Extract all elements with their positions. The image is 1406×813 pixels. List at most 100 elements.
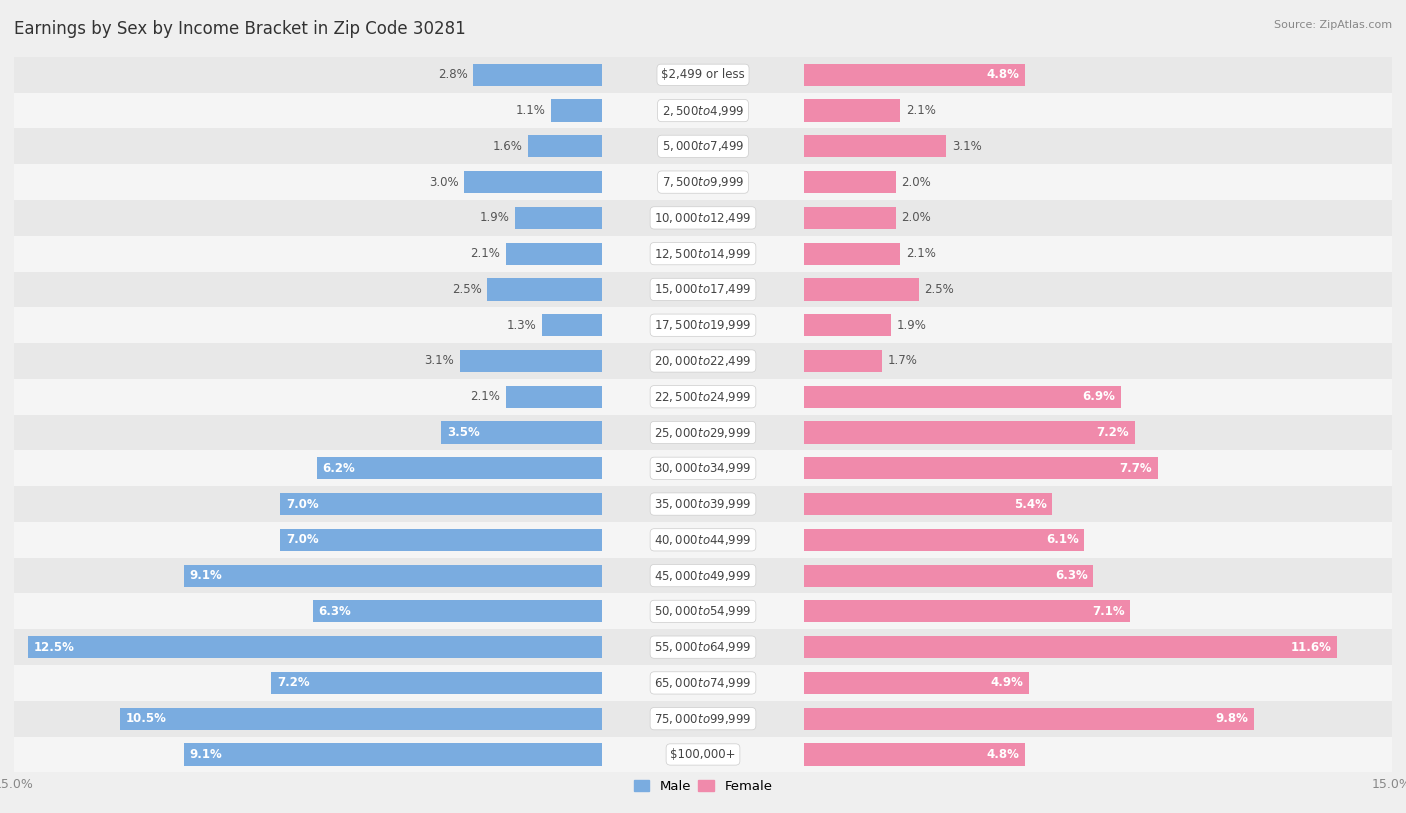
- Bar: [464, 171, 602, 193]
- Text: 4.9%: 4.9%: [991, 676, 1024, 689]
- Bar: [804, 242, 900, 265]
- Bar: [14, 164, 1392, 200]
- Text: 3.1%: 3.1%: [425, 354, 454, 367]
- Bar: [14, 665, 1392, 701]
- Text: $65,000 to $74,999: $65,000 to $74,999: [654, 676, 752, 690]
- Bar: [14, 379, 1392, 415]
- Bar: [14, 737, 1392, 772]
- Text: Earnings by Sex by Income Bracket in Zip Code 30281: Earnings by Sex by Income Bracket in Zip…: [14, 20, 465, 38]
- Text: 2.1%: 2.1%: [470, 247, 501, 260]
- Text: $30,000 to $34,999: $30,000 to $34,999: [654, 461, 752, 476]
- Bar: [804, 63, 1025, 86]
- Text: 6.9%: 6.9%: [1083, 390, 1115, 403]
- Bar: [804, 672, 1029, 694]
- Bar: [804, 528, 1084, 551]
- Text: 4.8%: 4.8%: [986, 68, 1019, 81]
- Bar: [804, 385, 1121, 408]
- Text: 2.1%: 2.1%: [470, 390, 501, 403]
- Bar: [474, 63, 602, 86]
- Bar: [14, 629, 1392, 665]
- Bar: [506, 242, 602, 265]
- Bar: [14, 307, 1392, 343]
- Bar: [804, 707, 1254, 730]
- Bar: [804, 207, 896, 229]
- Text: $17,500 to $19,999: $17,500 to $19,999: [654, 318, 752, 333]
- Text: 1.1%: 1.1%: [516, 104, 546, 117]
- Text: 7.1%: 7.1%: [1092, 605, 1125, 618]
- Text: 7.0%: 7.0%: [285, 533, 319, 546]
- Bar: [804, 99, 900, 122]
- Bar: [14, 93, 1392, 128]
- Bar: [14, 236, 1392, 272]
- Text: $50,000 to $54,999: $50,000 to $54,999: [654, 604, 752, 619]
- Bar: [271, 672, 602, 694]
- Bar: [804, 350, 882, 372]
- Bar: [506, 385, 602, 408]
- Text: $10,000 to $12,499: $10,000 to $12,499: [654, 211, 752, 225]
- Text: $12,500 to $14,999: $12,500 to $14,999: [654, 246, 752, 261]
- Text: $35,000 to $39,999: $35,000 to $39,999: [654, 497, 752, 511]
- Bar: [14, 57, 1392, 93]
- Text: 1.9%: 1.9%: [897, 319, 927, 332]
- Text: 9.1%: 9.1%: [190, 569, 222, 582]
- Text: $15,000 to $17,499: $15,000 to $17,499: [654, 282, 752, 297]
- Bar: [14, 522, 1392, 558]
- Text: $55,000 to $64,999: $55,000 to $64,999: [654, 640, 752, 654]
- Text: $100,000+: $100,000+: [671, 748, 735, 761]
- Text: 7.2%: 7.2%: [1097, 426, 1129, 439]
- Bar: [804, 135, 946, 158]
- Bar: [804, 421, 1135, 444]
- Text: 6.3%: 6.3%: [318, 605, 352, 618]
- Text: 7.2%: 7.2%: [277, 676, 309, 689]
- Text: 3.5%: 3.5%: [447, 426, 479, 439]
- Text: 6.1%: 6.1%: [1046, 533, 1078, 546]
- Bar: [120, 707, 602, 730]
- Bar: [312, 600, 602, 623]
- Text: 7.0%: 7.0%: [285, 498, 319, 511]
- Text: 3.1%: 3.1%: [952, 140, 981, 153]
- Bar: [551, 99, 602, 122]
- Text: $5,000 to $7,499: $5,000 to $7,499: [662, 139, 744, 154]
- Text: 2.1%: 2.1%: [905, 104, 936, 117]
- Bar: [804, 171, 896, 193]
- Text: 9.8%: 9.8%: [1216, 712, 1249, 725]
- Text: 2.0%: 2.0%: [901, 176, 931, 189]
- Bar: [804, 600, 1130, 623]
- Text: $7,500 to $9,999: $7,500 to $9,999: [662, 175, 744, 189]
- Bar: [14, 486, 1392, 522]
- Bar: [804, 564, 1094, 587]
- Bar: [318, 457, 602, 480]
- Bar: [14, 343, 1392, 379]
- Bar: [529, 135, 602, 158]
- Text: 12.5%: 12.5%: [34, 641, 75, 654]
- Bar: [543, 314, 602, 337]
- Text: 5.4%: 5.4%: [1014, 498, 1046, 511]
- Bar: [280, 528, 602, 551]
- Text: $75,000 to $99,999: $75,000 to $99,999: [654, 711, 752, 726]
- Text: 1.6%: 1.6%: [494, 140, 523, 153]
- Bar: [14, 450, 1392, 486]
- Bar: [28, 636, 602, 659]
- Text: $2,500 to $4,999: $2,500 to $4,999: [662, 103, 744, 118]
- Bar: [804, 493, 1052, 515]
- Text: 7.7%: 7.7%: [1119, 462, 1152, 475]
- Bar: [14, 272, 1392, 307]
- Legend: Male, Female: Male, Female: [628, 774, 778, 798]
- Bar: [14, 128, 1392, 164]
- Bar: [184, 743, 602, 766]
- Bar: [14, 415, 1392, 450]
- Bar: [14, 200, 1392, 236]
- Bar: [460, 350, 602, 372]
- Text: Source: ZipAtlas.com: Source: ZipAtlas.com: [1274, 20, 1392, 30]
- Text: $45,000 to $49,999: $45,000 to $49,999: [654, 568, 752, 583]
- Text: 1.9%: 1.9%: [479, 211, 509, 224]
- Bar: [14, 593, 1392, 629]
- Text: $25,000 to $29,999: $25,000 to $29,999: [654, 425, 752, 440]
- Bar: [280, 493, 602, 515]
- Text: 2.5%: 2.5%: [451, 283, 482, 296]
- Text: 9.1%: 9.1%: [190, 748, 222, 761]
- Bar: [441, 421, 602, 444]
- Text: 2.0%: 2.0%: [901, 211, 931, 224]
- Bar: [804, 743, 1025, 766]
- Text: 4.8%: 4.8%: [986, 748, 1019, 761]
